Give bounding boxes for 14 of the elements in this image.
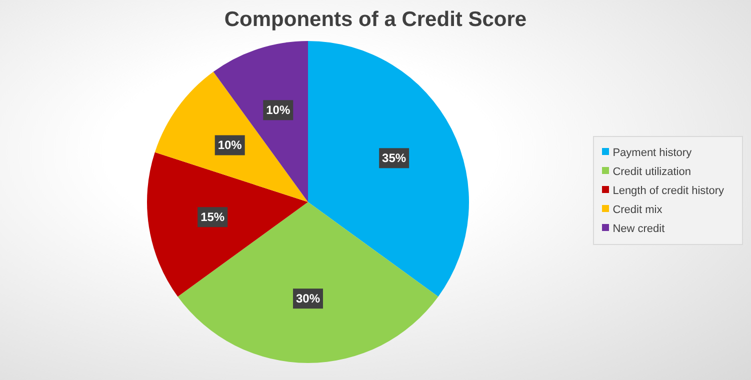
data-label: 10% (266, 103, 290, 118)
data-label: 35% (382, 151, 406, 166)
data-label: 30% (296, 292, 320, 306)
legend-label: New credit (612, 222, 665, 234)
legend-label: Payment history (612, 146, 692, 158)
chart-title: Components of a Credit Score (223, 8, 528, 32)
legend-label: Credit utilization (612, 166, 691, 178)
pie-slice (213, 41, 308, 202)
pie-slice (154, 72, 308, 202)
data-label: 10% (218, 138, 242, 152)
data-label: 15% (200, 210, 225, 224)
pie-slice (178, 202, 438, 363)
legend-label: Credit mix (612, 204, 662, 216)
legend-label: Length of credit history (612, 184, 724, 196)
